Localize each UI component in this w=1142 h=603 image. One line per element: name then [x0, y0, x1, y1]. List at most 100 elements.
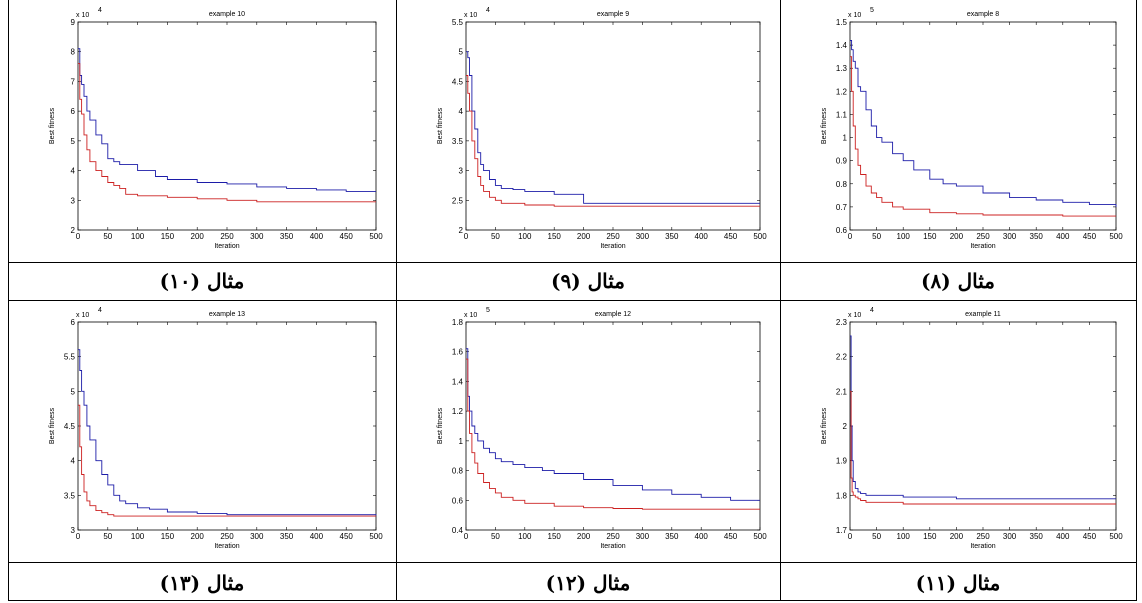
series-line-blue	[78, 48, 376, 192]
y-tick-label: 2.5	[452, 196, 464, 205]
x-tick-label: 500	[369, 232, 383, 241]
y-axis-label: Best fitness	[49, 107, 56, 144]
x-tick-label: 400	[1056, 532, 1070, 541]
caption-cell: مثال (۱۲)	[396, 562, 780, 603]
y-tick-label: 8	[71, 48, 76, 57]
y-tick-label: 1.6	[452, 348, 464, 357]
y-tick-label: 1.5	[836, 18, 848, 27]
x-tick-label: 150	[923, 532, 937, 541]
y-exponent-label: x 10	[76, 12, 89, 19]
y-axis-label: Best fitness	[821, 107, 828, 144]
x-tick-label: 500	[1109, 232, 1123, 241]
y-exponent-label: x 10	[464, 312, 477, 319]
chart-title: example 10	[209, 11, 245, 18]
chart-title: example 13	[209, 311, 245, 318]
table-border	[780, 0, 781, 601]
x-tick-label: 50	[103, 532, 112, 541]
y-exponent-power: 4	[98, 7, 102, 14]
y-tick-label: 4	[71, 167, 76, 176]
y-tick-label: 0.9	[836, 157, 848, 166]
y-tick-label: 5.5	[64, 353, 76, 362]
x-tick-label: 200	[191, 232, 205, 241]
table-border	[8, 562, 1137, 563]
x-tick-label: 200	[950, 232, 964, 241]
y-tick-label: 1.7	[836, 526, 848, 535]
y-axis-label: Best fitness	[437, 107, 444, 144]
y-tick-label: 2	[71, 226, 76, 235]
caption-cell: مثال (۹)	[396, 262, 780, 300]
y-exponent-label: x 10	[848, 12, 861, 19]
x-axis-label: Iteration	[970, 543, 995, 550]
series-line-red	[466, 358, 760, 510]
x-tick-label: 0	[464, 232, 469, 241]
x-axis-label: Iteration	[214, 243, 239, 250]
series-line-blue	[466, 348, 760, 501]
table-border	[396, 0, 397, 601]
y-tick-label: 2.2	[836, 353, 848, 362]
series-line-blue	[850, 335, 1116, 500]
chart-title: example 8	[967, 11, 999, 18]
plot-area	[465, 21, 761, 231]
series-line-blue	[78, 349, 377, 516]
x-tick-label: 50	[103, 232, 112, 241]
y-tick-label: 4.5	[452, 77, 464, 86]
x-tick-label: 300	[636, 532, 650, 541]
series-line-blue	[466, 51, 760, 204]
y-axis-label: Best fitness	[821, 407, 828, 444]
x-tick-label: 500	[369, 532, 383, 541]
x-tick-label: 250	[220, 232, 234, 241]
series-line-blue	[850, 40, 1117, 207]
y-tick-label: 3.5	[452, 137, 464, 146]
table-border	[8, 262, 1137, 263]
chart-cell-example-10: example 10 x 10 4 0 50 100 150 200 250 300 350 400 4…	[8, 0, 396, 262]
series-line-red	[78, 404, 376, 517]
table-border	[8, 600, 1137, 601]
chart-title: example 9	[597, 11, 629, 18]
x-tick-label: 100	[518, 232, 532, 241]
series-line-red	[466, 75, 760, 207]
y-tick-label: 5	[459, 48, 464, 57]
y-exponent-label: x 10	[76, 312, 89, 319]
table-border	[8, 300, 1137, 301]
y-exponent-label: x 10	[848, 312, 861, 319]
y-tick-label: 0.7	[836, 203, 848, 212]
x-tick-label: 400	[310, 532, 324, 541]
x-tick-label: 350	[1030, 532, 1044, 541]
x-tick-label: 300	[250, 232, 264, 241]
x-tick-label: 400	[1056, 232, 1070, 241]
y-tick-label: 4	[71, 457, 76, 466]
x-tick-label: 100	[897, 232, 911, 241]
x-tick-label: 150	[548, 532, 562, 541]
y-tick-label: 2.1	[836, 387, 848, 396]
chart-cell-example-12: example 12 x 10 5 0 50 100 150 200 250 300 350 400 4…	[396, 300, 780, 562]
convergence-chart: example 11 x 10 4 0 50 100 150 200 250 300 350 400 4…	[821, 307, 1123, 550]
series-line-red	[78, 63, 376, 203]
x-tick-label: 0	[76, 232, 81, 241]
y-tick-label: 1.8	[452, 318, 464, 327]
x-tick-label: 200	[577, 532, 591, 541]
caption-cell: مثال (۸)	[780, 262, 1136, 300]
x-tick-label: 500	[753, 532, 767, 541]
x-tick-label: 200	[191, 532, 205, 541]
y-tick-label: 4	[459, 107, 464, 116]
x-tick-label: 450	[724, 232, 738, 241]
x-tick-label: 100	[897, 532, 911, 541]
y-tick-label: 0.8	[452, 467, 464, 476]
y-tick-label: 1	[843, 134, 848, 143]
x-tick-label: 0	[76, 532, 81, 541]
y-tick-label: 1.2	[836, 87, 848, 96]
table-border	[1136, 0, 1137, 601]
x-tick-label: 50	[872, 232, 881, 241]
y-tick-label: 1	[459, 437, 464, 446]
y-exponent-power: 4	[98, 307, 102, 314]
chart-title: example 11	[965, 311, 1001, 318]
x-tick-label: 0	[848, 532, 853, 541]
plot-area	[849, 21, 1117, 231]
figure-caption: مثال (۱۱)	[915, 570, 1001, 595]
x-tick-label: 150	[161, 232, 175, 241]
